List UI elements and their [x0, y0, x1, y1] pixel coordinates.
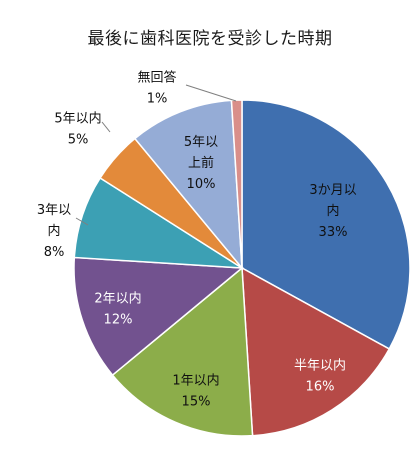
data-label: 1% — [147, 92, 168, 107]
slice-label: 1年以内 15% — [172, 373, 219, 410]
data-label: 15% — [182, 395, 211, 410]
data-label: 10% — [187, 177, 216, 192]
category-label: 5年以 — [184, 135, 218, 150]
slice-label: 5年以内 5% — [54, 111, 101, 148]
category-label: 3か月以 — [309, 183, 356, 198]
slice-label: 2年以内 12% — [94, 291, 141, 328]
slice-label: 半年以内 16% — [294, 358, 346, 395]
leader-line — [185, 84, 237, 102]
category-label: 無回答 — [137, 70, 176, 86]
data-label: 33% — [319, 225, 348, 240]
slice-label: 無回答 1% — [137, 70, 176, 107]
category-label: 内 — [326, 203, 339, 219]
leader-line — [101, 121, 111, 133]
chart-title: 最後に歯科医院を受診した時期 — [87, 29, 333, 49]
data-label: 12% — [104, 313, 133, 328]
category-label: 2年以内 — [94, 291, 141, 307]
pie-slice — [111, 266, 254, 437]
data-label: 16% — [306, 380, 335, 395]
category-label: 上前 — [188, 155, 214, 171]
category-label: 3年以 — [37, 203, 71, 218]
category-label: 5年以内 — [54, 111, 101, 127]
pie-slice — [230, 99, 243, 269]
leader-line — [75, 217, 89, 226]
category-label: 半年以内 — [294, 358, 346, 374]
data-label: 8% — [44, 245, 65, 260]
pie-slice — [241, 266, 391, 437]
category-label: 1年以内 — [172, 373, 219, 389]
category-label: 内 — [47, 223, 60, 239]
pie-slice — [133, 99, 243, 271]
data-label: 5% — [68, 133, 89, 148]
pie-slice — [241, 99, 411, 350]
pie-slice — [73, 256, 244, 377]
